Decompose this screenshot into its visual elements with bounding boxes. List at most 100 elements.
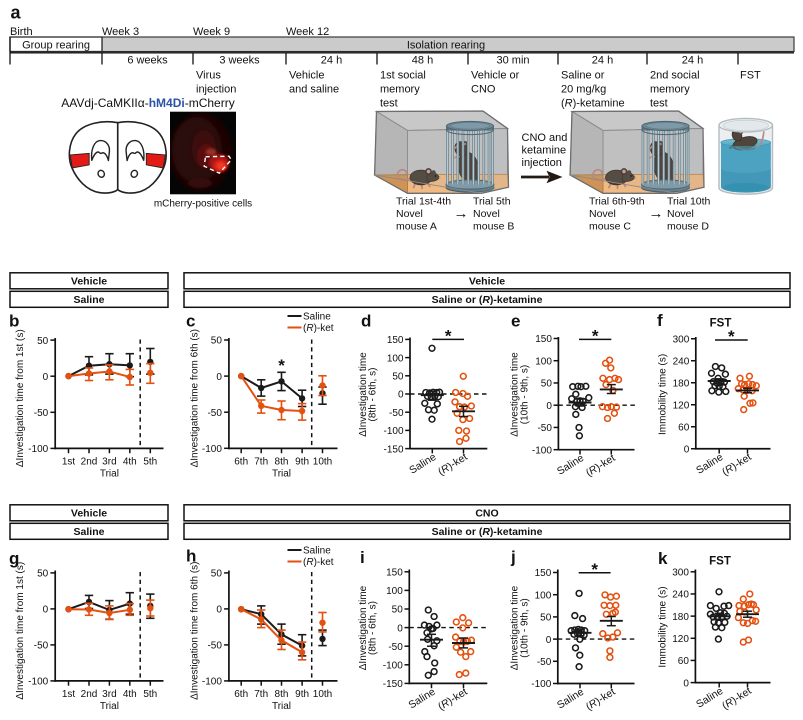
svg-text:(8th - 6th, s): (8th - 6th, s) (368, 601, 379, 655)
svg-text:20 mg/kg: 20 mg/kg (561, 84, 606, 96)
svg-text:100: 100 (387, 353, 404, 364)
svg-text:150: 150 (387, 335, 404, 346)
svg-text:2nd social: 2nd social (650, 70, 700, 82)
svg-text:ΔInvestigation time from 6th (: ΔInvestigation time from 6th (s) (190, 329, 201, 467)
svg-text:Group rearing: Group rearing (22, 40, 90, 52)
svg-text:240: 240 (672, 590, 689, 601)
svg-text:-100: -100 (202, 444, 222, 455)
svg-text:Trial: Trial (272, 701, 291, 712)
svg-text:ΔInvestigation time: ΔInvestigation time (358, 352, 369, 437)
svg-text:50: 50 (37, 569, 49, 580)
svg-text:ΔInvestigation time from 1st (: ΔInvestigation time from 1st (s) (15, 562, 26, 700)
svg-text:1st social: 1st social (380, 70, 426, 82)
svg-text:mouse D: mouse D (667, 221, 709, 233)
svg-text:mCherry-positive cells: mCherry-positive cells (154, 199, 252, 210)
svg-text:i: i (360, 548, 365, 567)
svg-text:0: 0 (546, 401, 552, 412)
svg-text:-50: -50 (537, 423, 552, 434)
svg-text:Vehicle: Vehicle (71, 276, 107, 288)
svg-text:3 weeks: 3 weeks (219, 55, 260, 67)
svg-text:Isolation rearing: Isolation rearing (407, 40, 485, 52)
svg-text:memory: memory (380, 84, 420, 96)
svg-text:50: 50 (211, 569, 223, 580)
svg-text:9th: 9th (295, 456, 309, 467)
svg-text:50: 50 (541, 379, 553, 390)
svg-text:4th: 4th (123, 689, 137, 700)
svg-text:FST: FST (740, 70, 761, 82)
svg-text:8th: 8th (275, 689, 289, 700)
svg-text:ΔInvestigation time from 1st (: ΔInvestigation time from 1st (s) (15, 329, 26, 467)
svg-text:a: a (11, 3, 22, 23)
svg-text:5th: 5th (143, 456, 157, 467)
svg-text:7th: 7th (254, 689, 268, 700)
svg-text:0: 0 (216, 605, 222, 616)
svg-text:Trial 5th: Trial 5th (473, 196, 511, 208)
svg-text:50: 50 (392, 605, 404, 616)
svg-text:3rd: 3rd (102, 456, 116, 467)
svg-text:ketamine: ketamine (522, 144, 567, 156)
svg-text:(10th - 9th, s): (10th - 9th, s) (519, 365, 530, 424)
svg-text:→: → (649, 205, 664, 222)
svg-text:AAVdj-CaMKIIα-hM4Di-mCherry: AAVdj-CaMKIIα-hM4Di-mCherry (61, 96, 234, 110)
svg-text:0: 0 (43, 372, 49, 383)
svg-text:24 h: 24 h (592, 55, 613, 67)
svg-text:Novel: Novel (396, 208, 423, 220)
svg-text:injection: injection (522, 157, 562, 169)
svg-text:g: g (9, 549, 19, 568)
svg-text:Vehicle: Vehicle (289, 70, 324, 82)
svg-text:180: 180 (673, 378, 690, 389)
svg-text:mouse B: mouse B (473, 221, 514, 233)
svg-text:ΔInvestigation time: ΔInvestigation time (358, 585, 369, 670)
svg-text:24 h: 24 h (682, 55, 703, 67)
svg-text:FST: FST (709, 556, 731, 568)
svg-text:-100: -100 (531, 679, 551, 690)
svg-text:*: * (445, 326, 452, 345)
svg-text:50: 50 (211, 336, 223, 347)
svg-text:-100: -100 (383, 661, 403, 672)
svg-text:f: f (657, 311, 663, 330)
svg-text:e: e (511, 312, 520, 331)
svg-text:mouse C: mouse C (589, 221, 631, 233)
svg-text:j: j (510, 548, 516, 567)
svg-text:Immobility time (s): Immobility time (s) (658, 586, 669, 667)
svg-text:Saline or (R)-ketamine: Saline or (R)-ketamine (432, 526, 543, 538)
svg-text:(R)-ket: (R)-ket (303, 323, 334, 334)
svg-text:48 h: 48 h (412, 55, 433, 67)
svg-text:150: 150 (535, 568, 552, 579)
svg-text:Trial: Trial (272, 468, 291, 479)
svg-text:6 weeks: 6 weeks (127, 55, 168, 67)
svg-text:6th: 6th (234, 456, 248, 467)
svg-text:0: 0 (398, 390, 404, 401)
svg-text:Trial: Trial (100, 701, 119, 712)
svg-text:Vehicle: Vehicle (469, 276, 505, 288)
svg-text:ΔInvestigation time from 6th (: ΔInvestigation time from 6th (s) (190, 561, 201, 699)
svg-text:d: d (361, 312, 371, 331)
svg-text:mouse A: mouse A (396, 221, 437, 233)
svg-text:6th: 6th (234, 689, 248, 700)
svg-text:-50: -50 (207, 408, 222, 419)
svg-text:1st: 1st (62, 456, 76, 467)
svg-text:*: * (728, 327, 735, 346)
svg-text:*: * (591, 560, 598, 579)
svg-text:-50: -50 (389, 408, 404, 419)
svg-text:Virus: Virus (196, 70, 221, 82)
svg-text:10th: 10th (313, 689, 332, 700)
svg-text:10th: 10th (313, 456, 332, 467)
svg-text:2nd: 2nd (81, 456, 98, 467)
svg-text:(10th - 9th, s): (10th - 9th, s) (519, 598, 530, 657)
svg-text:240: 240 (673, 356, 690, 367)
svg-text:*: * (278, 356, 285, 375)
svg-text:*: * (592, 326, 599, 345)
svg-text:-150: -150 (383, 444, 403, 455)
svg-text:Week 9: Week 9 (193, 26, 230, 38)
svg-text:h: h (186, 547, 196, 566)
svg-text:Saline or (R)-ketamine: Saline or (R)-ketamine (432, 294, 543, 306)
svg-text:(R)-ket: (R)-ket (303, 557, 334, 568)
svg-text:Saline: Saline (303, 546, 331, 557)
svg-text:7th: 7th (254, 456, 268, 467)
svg-text:(R)-ketamine: (R)-ketamine (561, 98, 625, 110)
svg-text:Trial 10th: Trial 10th (667, 196, 711, 208)
svg-text:-100: -100 (532, 445, 552, 456)
svg-text:300: 300 (672, 568, 689, 579)
svg-text:b: b (9, 312, 19, 331)
